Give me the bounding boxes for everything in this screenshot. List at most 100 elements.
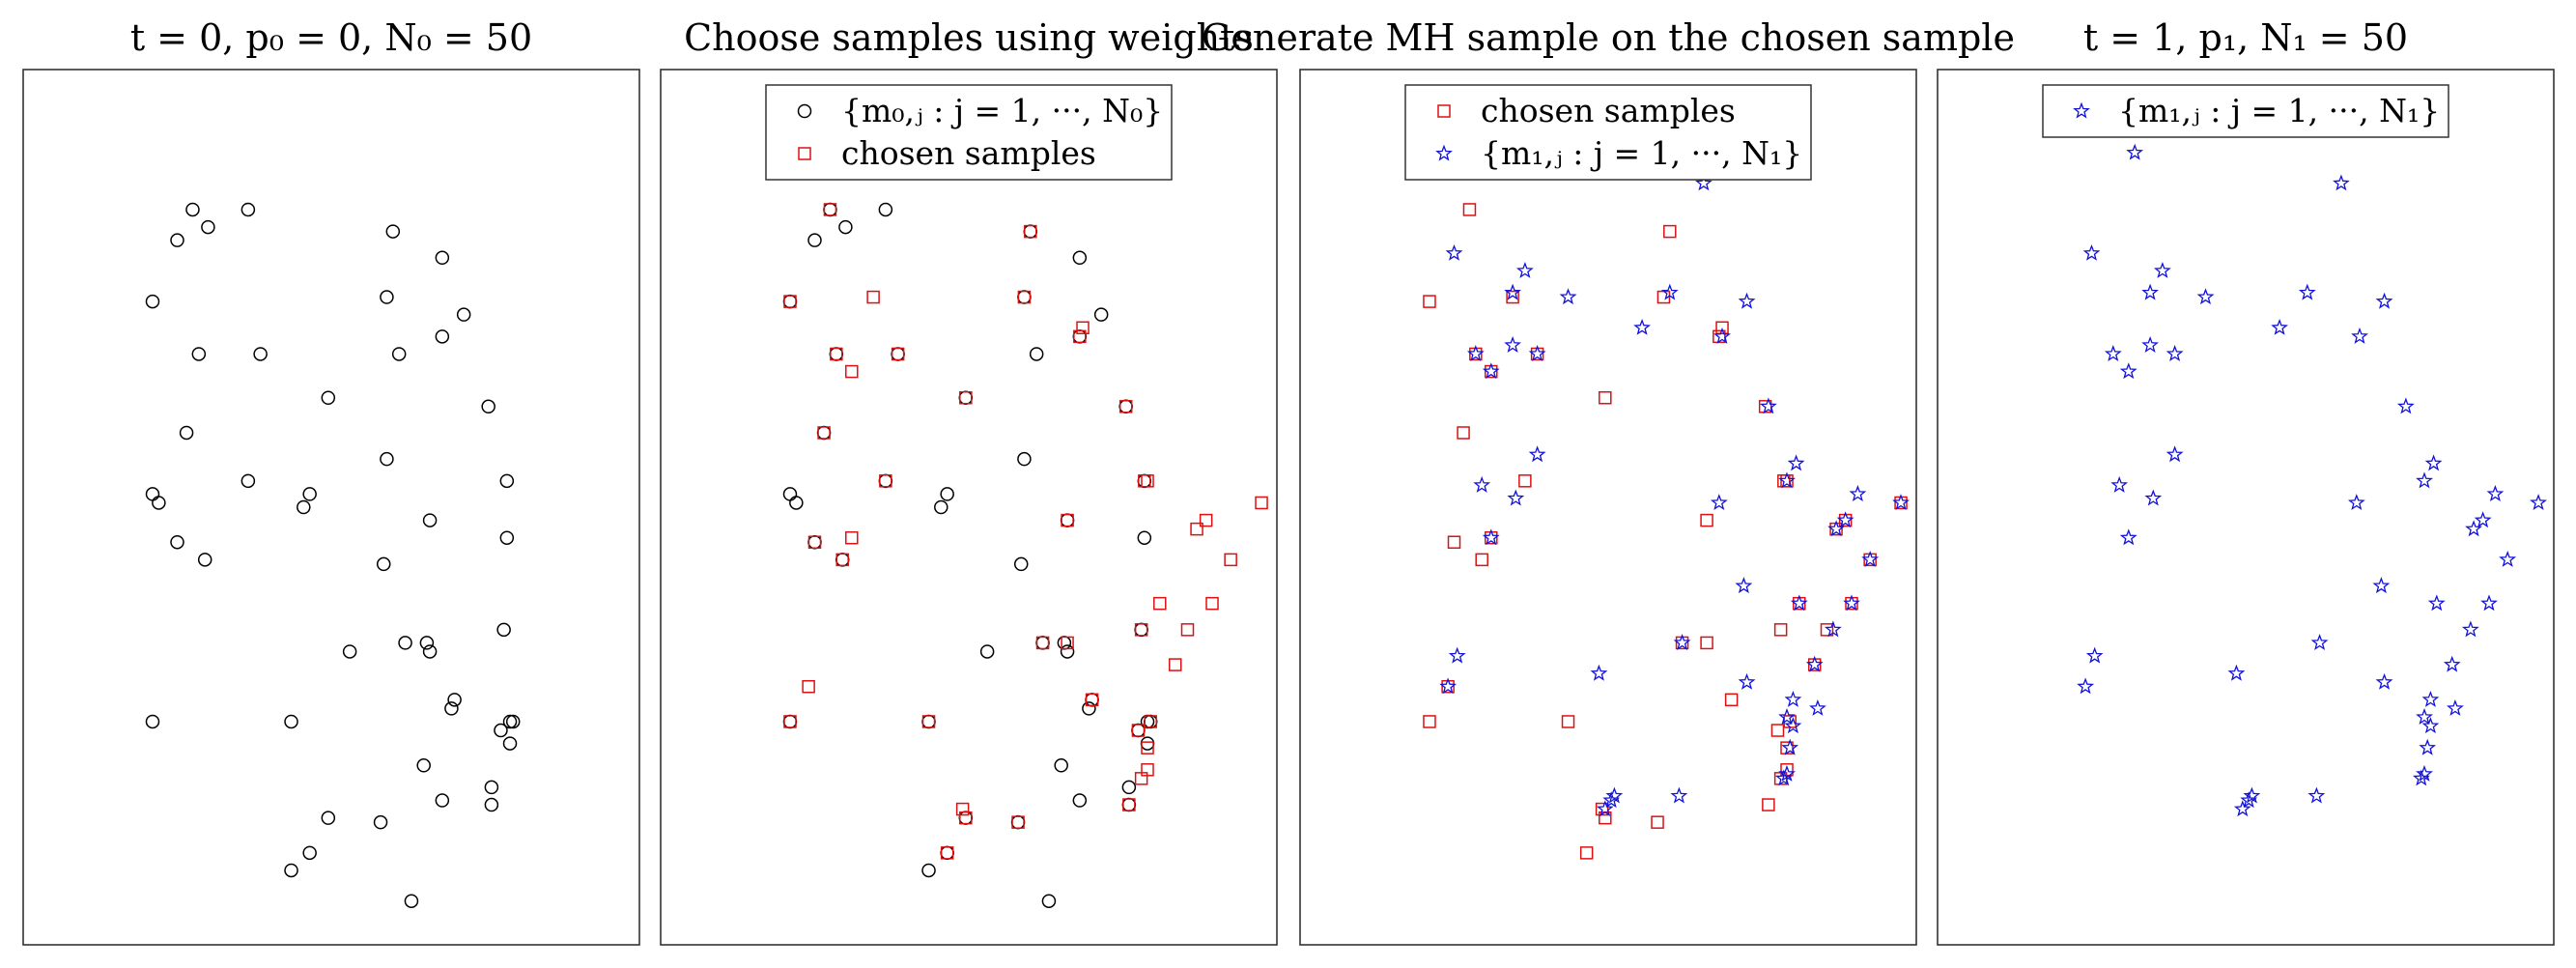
data-point (1061, 513, 1074, 527)
legend-marker (1435, 144, 1453, 161)
data-point (1710, 494, 1728, 510)
series-circle-markers (782, 202, 1158, 908)
legend: chosen samples {m₁,ⱼ : j = 1, ···, N₁} (1404, 84, 1812, 181)
data-point (342, 644, 357, 659)
data-point (1602, 791, 1621, 809)
data-point (1255, 496, 1268, 510)
data-point (1199, 513, 1213, 527)
legend-marker (797, 103, 812, 119)
data-point (505, 714, 521, 729)
data-point (959, 391, 973, 405)
data-point (1466, 345, 1485, 361)
data-point (1137, 473, 1152, 489)
data-point (1805, 655, 1824, 672)
data-point (1528, 445, 1546, 463)
data-point (145, 487, 160, 501)
data-point (2480, 594, 2498, 612)
data-point (2416, 764, 2433, 782)
data-point (1439, 677, 1458, 695)
data-point (1013, 556, 1029, 572)
data-point (830, 347, 843, 361)
data-point (1518, 474, 1532, 488)
data-point (2465, 520, 2482, 537)
data-point (1061, 636, 1074, 650)
data-point (940, 845, 954, 861)
data-point (823, 202, 837, 217)
data-point (829, 347, 844, 361)
data-point (1121, 797, 1137, 812)
data-point (391, 347, 407, 361)
scatter-panel-4: t = 1, p₁, N₁ = 50 {m₁,ⱼ : j = 1, ···, N₁… (1937, 16, 2555, 946)
data-point (1596, 800, 1614, 817)
data-point (782, 487, 798, 501)
data-point (1072, 793, 1088, 808)
data-point (1121, 780, 1137, 795)
data-point (145, 294, 160, 309)
data-point (435, 250, 450, 266)
data-point (1861, 551, 1880, 567)
data-point (2077, 677, 2095, 695)
data-point (191, 347, 207, 361)
data-point (1482, 362, 1500, 380)
data-point (1010, 814, 1026, 830)
data-point (373, 814, 388, 830)
legend-marker (1437, 104, 1451, 118)
data-point (1475, 553, 1488, 567)
data-point (1663, 224, 1677, 239)
data-point (2461, 620, 2479, 638)
data-point (499, 530, 515, 545)
data-point (2104, 345, 2122, 361)
data-point (1715, 321, 1729, 335)
data-point (958, 390, 974, 405)
data-point (435, 793, 450, 808)
data-point (2166, 445, 2184, 463)
data-point (879, 474, 892, 488)
data-point (152, 496, 166, 510)
data-point (2396, 397, 2415, 414)
data-point (1085, 693, 1099, 707)
data-point (1134, 623, 1148, 637)
panel-title: t = 1, p₁, N₁ = 50 (2083, 16, 2408, 59)
data-point (1035, 636, 1050, 650)
data-point (422, 513, 438, 527)
legend-box (1404, 84, 1812, 181)
data-point (2333, 174, 2350, 191)
data-point (878, 473, 893, 489)
data-point (1060, 644, 1075, 659)
data-point (1205, 596, 1219, 611)
data-point (484, 780, 499, 795)
data-point (2427, 594, 2446, 612)
data-point (1482, 528, 1500, 546)
data-point (1138, 474, 1151, 488)
series-star-markers (2077, 143, 2547, 817)
data-point (1445, 244, 1463, 261)
data-point (447, 693, 462, 707)
legend: {m₀,ⱼ : j = 1, ···, N₀} chosen samples (765, 84, 1173, 181)
data-point (2141, 283, 2159, 300)
data-point (1082, 701, 1096, 716)
data-point (1673, 634, 1691, 650)
data-point (2443, 655, 2461, 672)
plot-frame (1299, 69, 1917, 946)
data-point (1504, 336, 1521, 354)
data-point (1651, 815, 1664, 829)
data-point (376, 556, 391, 572)
data-point (2419, 738, 2437, 755)
data-point (1447, 535, 1461, 549)
data-point (1784, 690, 1802, 707)
data-point (1695, 174, 1713, 191)
data-point (1041, 894, 1057, 908)
data-point (2375, 672, 2393, 690)
data-point (1190, 522, 1203, 536)
data-point (2119, 362, 2137, 380)
data-point (1605, 786, 1624, 804)
data-point (891, 347, 905, 361)
data-point (2486, 485, 2505, 501)
data-point (253, 347, 268, 361)
data-point (802, 679, 815, 694)
data-point (496, 622, 511, 638)
data-point (1599, 391, 1612, 405)
data-point (1784, 717, 1802, 734)
data-point (845, 364, 859, 379)
data-point (185, 202, 200, 217)
